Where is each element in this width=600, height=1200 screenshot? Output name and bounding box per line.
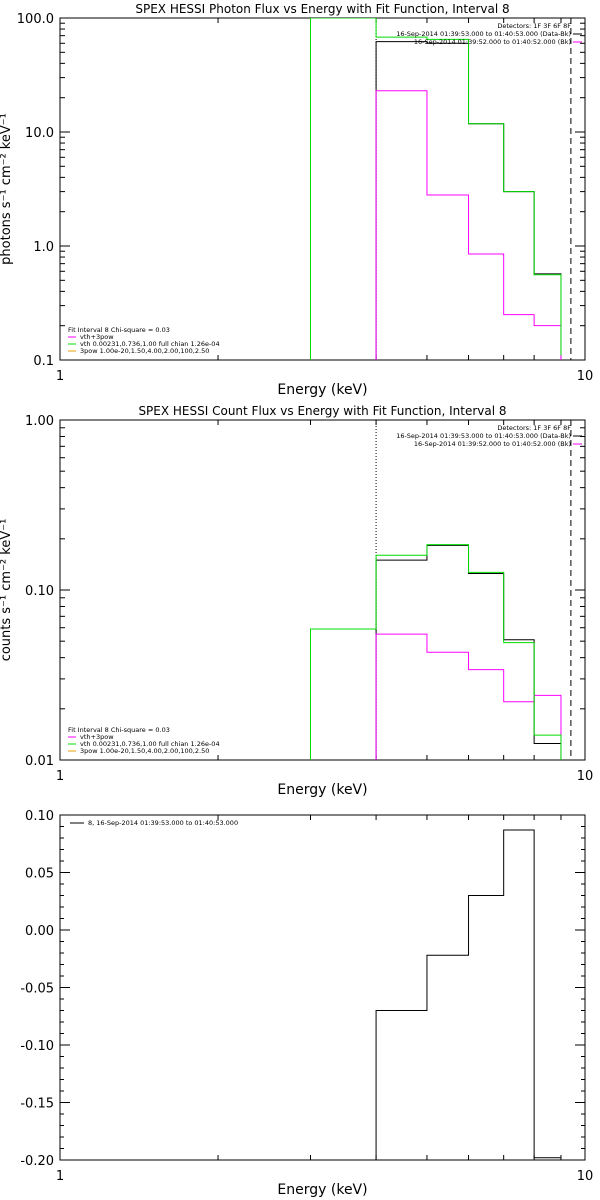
y-tick-label: 0.10 [25,809,54,824]
legend-entry: vth+3pow [80,733,114,741]
legend-entry: 16-Sep-2014 01:39:52.000 to 01:40:52.000… [414,440,571,448]
legend-entry: 3pow 1.00e-20,1.50,4.00,2.00,100,2.50 [80,347,209,355]
x-tick-label: 1 [56,769,64,784]
legend-entry: 16-Sep-2014 01:39:53.000 to 01:40:53.000… [396,432,571,440]
x-axis-label: Energy (keV) [277,1182,367,1198]
y-axis-label: counts s⁻¹ cm⁻² keV⁻¹ [0,519,14,662]
chart-title: SPEX HESSI Count Flux vs Energy with Fit… [138,404,506,418]
legend-entry: vth+3pow [80,333,114,341]
x-tick-label: 1 [56,369,64,384]
chart-panel-1: SPEX HESSI Photon Flux vs Energy with Fi… [0,2,593,398]
y-tick-label: -0.15 [20,1097,54,1112]
plot-frame [59,17,586,361]
chart-panel-2: SPEX HESSI Count Flux vs Energy with Fit… [0,404,593,798]
x-axis-label: Energy (keV) [277,382,367,398]
legend-top-right: 8, 16-Sep-2014 01:39:53.000 to 01:40:53.… [70,819,238,827]
chart-title: SPEX HESSI Photon Flux vs Energy with Fi… [135,2,509,16]
y-tick-label: 10.0 [25,126,54,141]
legend-entry: vth 0.00231,0.736,1.00 full chian 1.26e-… [80,740,220,748]
y-tick-label: -0.20 [20,1154,54,1169]
plot-area [309,18,572,360]
y-tick-label: -0.10 [20,1039,54,1054]
plot-frame [59,419,586,761]
chart-panel-3: 1 10 Energy (keV) 0.10 0.05 0.00 -0.05 -0.10 -0.… [20,809,593,1198]
legend-bottom-left: Fit Interval 8 Chi-square = 0.03vth+3pow… [68,326,220,355]
legend-entry: 16-Sep-2014 01:39:53.000 to 01:40:53.000… [396,30,571,38]
legend-entry: Detectors: 1F 3F 6F 8F [497,22,571,30]
series-1-steps [375,829,561,1160]
y-tick-label: 100.0 [17,12,54,27]
legend-bottom-left: Fit Interval 8 Chi-square = 0.03vth+3pow… [68,726,220,755]
y-tick-label: 1.00 [25,414,54,429]
series-2-steps [375,90,562,360]
y-tick-label: 0.10 [25,584,54,599]
y-tick-label: 1.0 [33,240,54,255]
legend-entry: 3pow 1.00e-20,1.50,4.00,2.00,100,2.50 [80,747,209,755]
legend-entry: Fit Interval 8 Chi-square = 0.03 [68,326,170,334]
x-tick-label: 1 [56,1169,64,1184]
y-tick-label: 0.00 [25,924,54,939]
legend-entry: vth 0.00231,0.736,1.00 full chian 1.26e-… [80,340,220,348]
y-tick-label: 0.1 [33,354,54,369]
y-tick-label: 0.01 [25,754,54,769]
series-3-steps [309,544,562,760]
y-axis-label: photons s⁻¹ cm⁻² keV⁻¹ [0,113,14,265]
y-tick-label: -0.05 [20,982,54,997]
x-tick-label: 10 [577,1169,594,1184]
legend-entry: Fit Interval 8 Chi-square = 0.03 [68,726,170,734]
legend-entry: 16-Sep-2014 01:39:52.000 to 01:40:52.000… [414,38,571,46]
series-2-steps [375,633,562,760]
legend-entry: 8, 16-Sep-2014 01:39:53.000 to 01:40:53.… [88,819,238,827]
series-1-steps [375,544,562,760]
plot-area [375,829,561,1160]
y-tick-label: 0.05 [25,867,54,882]
series-3-steps [309,18,562,360]
legend-entry: Detectors: 1F 3F 6F 8F [497,424,571,432]
plot-frame [59,814,586,1161]
x-tick-label: 10 [577,369,594,384]
x-tick-label: 10 [577,769,594,784]
x-axis-label: Energy (keV) [277,782,367,798]
plot-area [309,420,572,760]
